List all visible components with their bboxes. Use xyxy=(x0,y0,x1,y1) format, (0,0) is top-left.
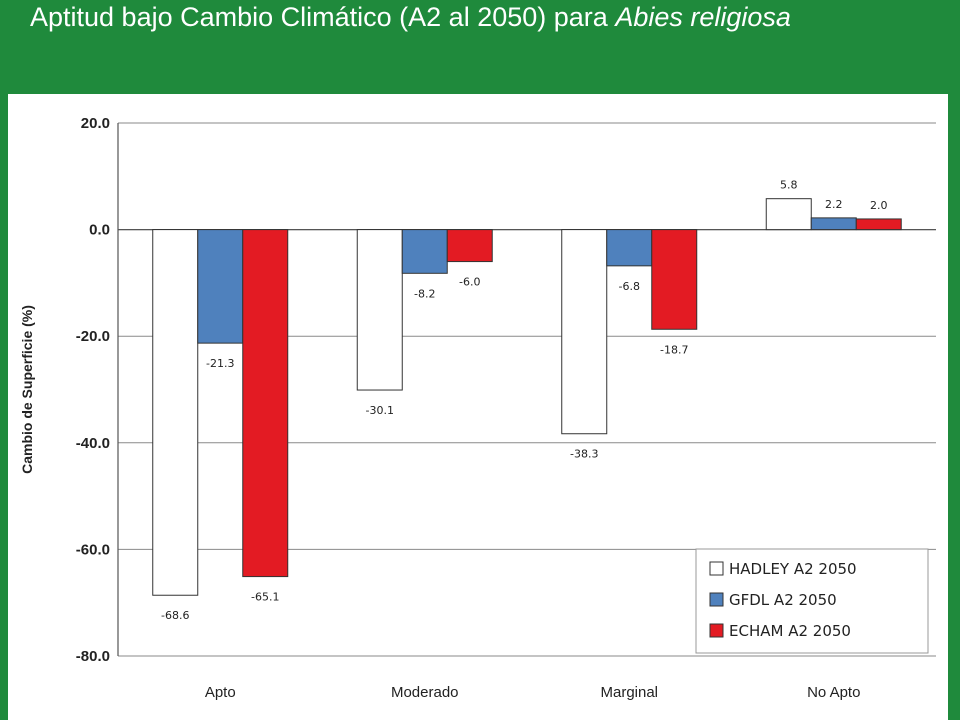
legend-swatch xyxy=(709,592,724,607)
data-label: -68.6 xyxy=(161,609,189,622)
data-label: 5.8 xyxy=(780,179,798,192)
y-tick-label: -60.0 xyxy=(76,541,110,558)
y-tick-label: 0.0 xyxy=(89,222,110,239)
bar xyxy=(561,229,608,435)
category-label: Moderado xyxy=(391,684,459,701)
category-label: No Apto xyxy=(807,684,860,701)
slide-title: Aptitud bajo Cambio Climático (A2 al 205… xyxy=(30,2,791,33)
category-label: Marginal xyxy=(600,684,658,701)
chart-panel: 20.0 0.0 -20.0 -40.0 -60.0 -80.0 Cambio de Sup… xyxy=(8,94,948,720)
data-label: -18.7 xyxy=(660,343,688,356)
y-tick-label: -80.0 xyxy=(76,648,110,665)
bar xyxy=(446,229,493,263)
y-tick-label: 20.0 xyxy=(81,115,110,132)
data-label: -65.1 xyxy=(251,591,279,604)
category-label: Apto xyxy=(205,684,236,701)
legend-swatch xyxy=(709,561,724,576)
legend-label: HADLEY A2 2050 xyxy=(729,560,857,578)
y-axis-title: Cambio de Superficie (%) xyxy=(19,305,35,474)
data-label: -6.8 xyxy=(619,280,640,293)
bar-chart: 20.0 0.0 -20.0 -40.0 -60.0 -80.0 Cambio de Sup… xyxy=(19,115,936,701)
data-label: -8.2 xyxy=(414,287,435,300)
data-label: -21.3 xyxy=(206,357,234,370)
bar xyxy=(606,229,653,267)
data-label: 2.2 xyxy=(825,198,843,211)
legend-swatch xyxy=(709,623,724,638)
bar xyxy=(810,217,857,231)
title-main: Aptitud bajo Cambio Climático (A2 al 205… xyxy=(30,2,616,32)
data-label: -30.1 xyxy=(366,404,394,417)
bar xyxy=(651,229,698,330)
data-label: -38.3 xyxy=(570,448,598,461)
bar xyxy=(401,229,448,274)
bar xyxy=(855,218,902,231)
bar xyxy=(356,229,403,391)
bar xyxy=(242,229,289,578)
bar xyxy=(765,198,812,231)
title-species: Abies religiosa xyxy=(615,2,791,32)
y-tick-label: -40.0 xyxy=(76,435,110,452)
y-tick-label: -20.0 xyxy=(76,328,110,345)
data-label: -6.0 xyxy=(459,276,480,289)
legend-label: ECHAM A2 2050 xyxy=(729,622,851,640)
bar xyxy=(197,229,244,344)
bar xyxy=(152,229,199,596)
legend-label: GFDL A2 2050 xyxy=(729,591,837,609)
data-label: 2.0 xyxy=(870,199,888,212)
legend-box xyxy=(695,548,929,654)
